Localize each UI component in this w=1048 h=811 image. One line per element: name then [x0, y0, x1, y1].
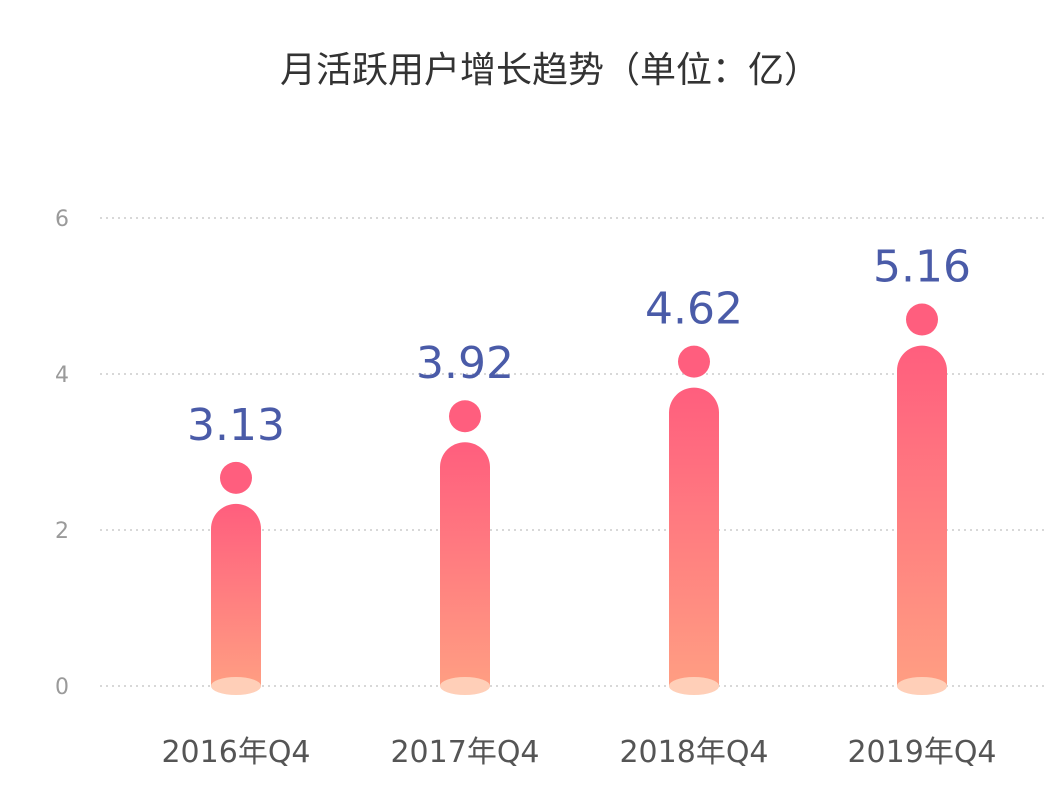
y-tick-label: 0	[55, 675, 69, 700]
bar-pillar	[669, 387, 719, 686]
data-label: 3.92	[416, 338, 514, 389]
y-tick-label: 6	[55, 207, 69, 232]
bar-base	[897, 677, 947, 695]
bar-pillar	[440, 442, 490, 686]
x-tick-label: 2019年Q4	[847, 735, 996, 770]
chart-title: 月活跃用户增长趋势（单位：亿）	[280, 50, 820, 91]
data-label: 4.62	[645, 284, 743, 335]
bar-base	[669, 677, 719, 695]
y-tick-label: 4	[55, 363, 69, 388]
bar: 3.92	[416, 338, 514, 695]
x-tick-label: 2017年Q4	[390, 735, 539, 770]
data-label: 5.16	[873, 242, 971, 293]
bar-dot	[220, 461, 252, 494]
y-tick-label: 2	[55, 519, 69, 544]
bar-pillar	[897, 345, 947, 686]
bar-base	[440, 677, 490, 695]
x-tick-label: 2016年Q4	[161, 735, 310, 770]
bars: 3.13 3.92 4.62 5.16	[187, 242, 971, 695]
x-axis-ticks: 2016年Q4 2017年Q4 2018年Q4 2019年Q4	[161, 735, 996, 770]
data-label: 3.13	[187, 400, 285, 451]
y-axis-ticks: 0 2 4 6	[55, 207, 69, 700]
bar: 5.16	[873, 242, 971, 695]
bar-base	[211, 677, 261, 695]
bar-dot	[449, 400, 481, 433]
bar-dot	[906, 303, 938, 336]
bar-dot	[678, 345, 710, 378]
bar-pillar	[211, 503, 261, 686]
x-tick-label: 2018年Q4	[619, 735, 768, 770]
bar: 4.62	[645, 284, 743, 695]
bar: 3.13	[187, 400, 285, 695]
